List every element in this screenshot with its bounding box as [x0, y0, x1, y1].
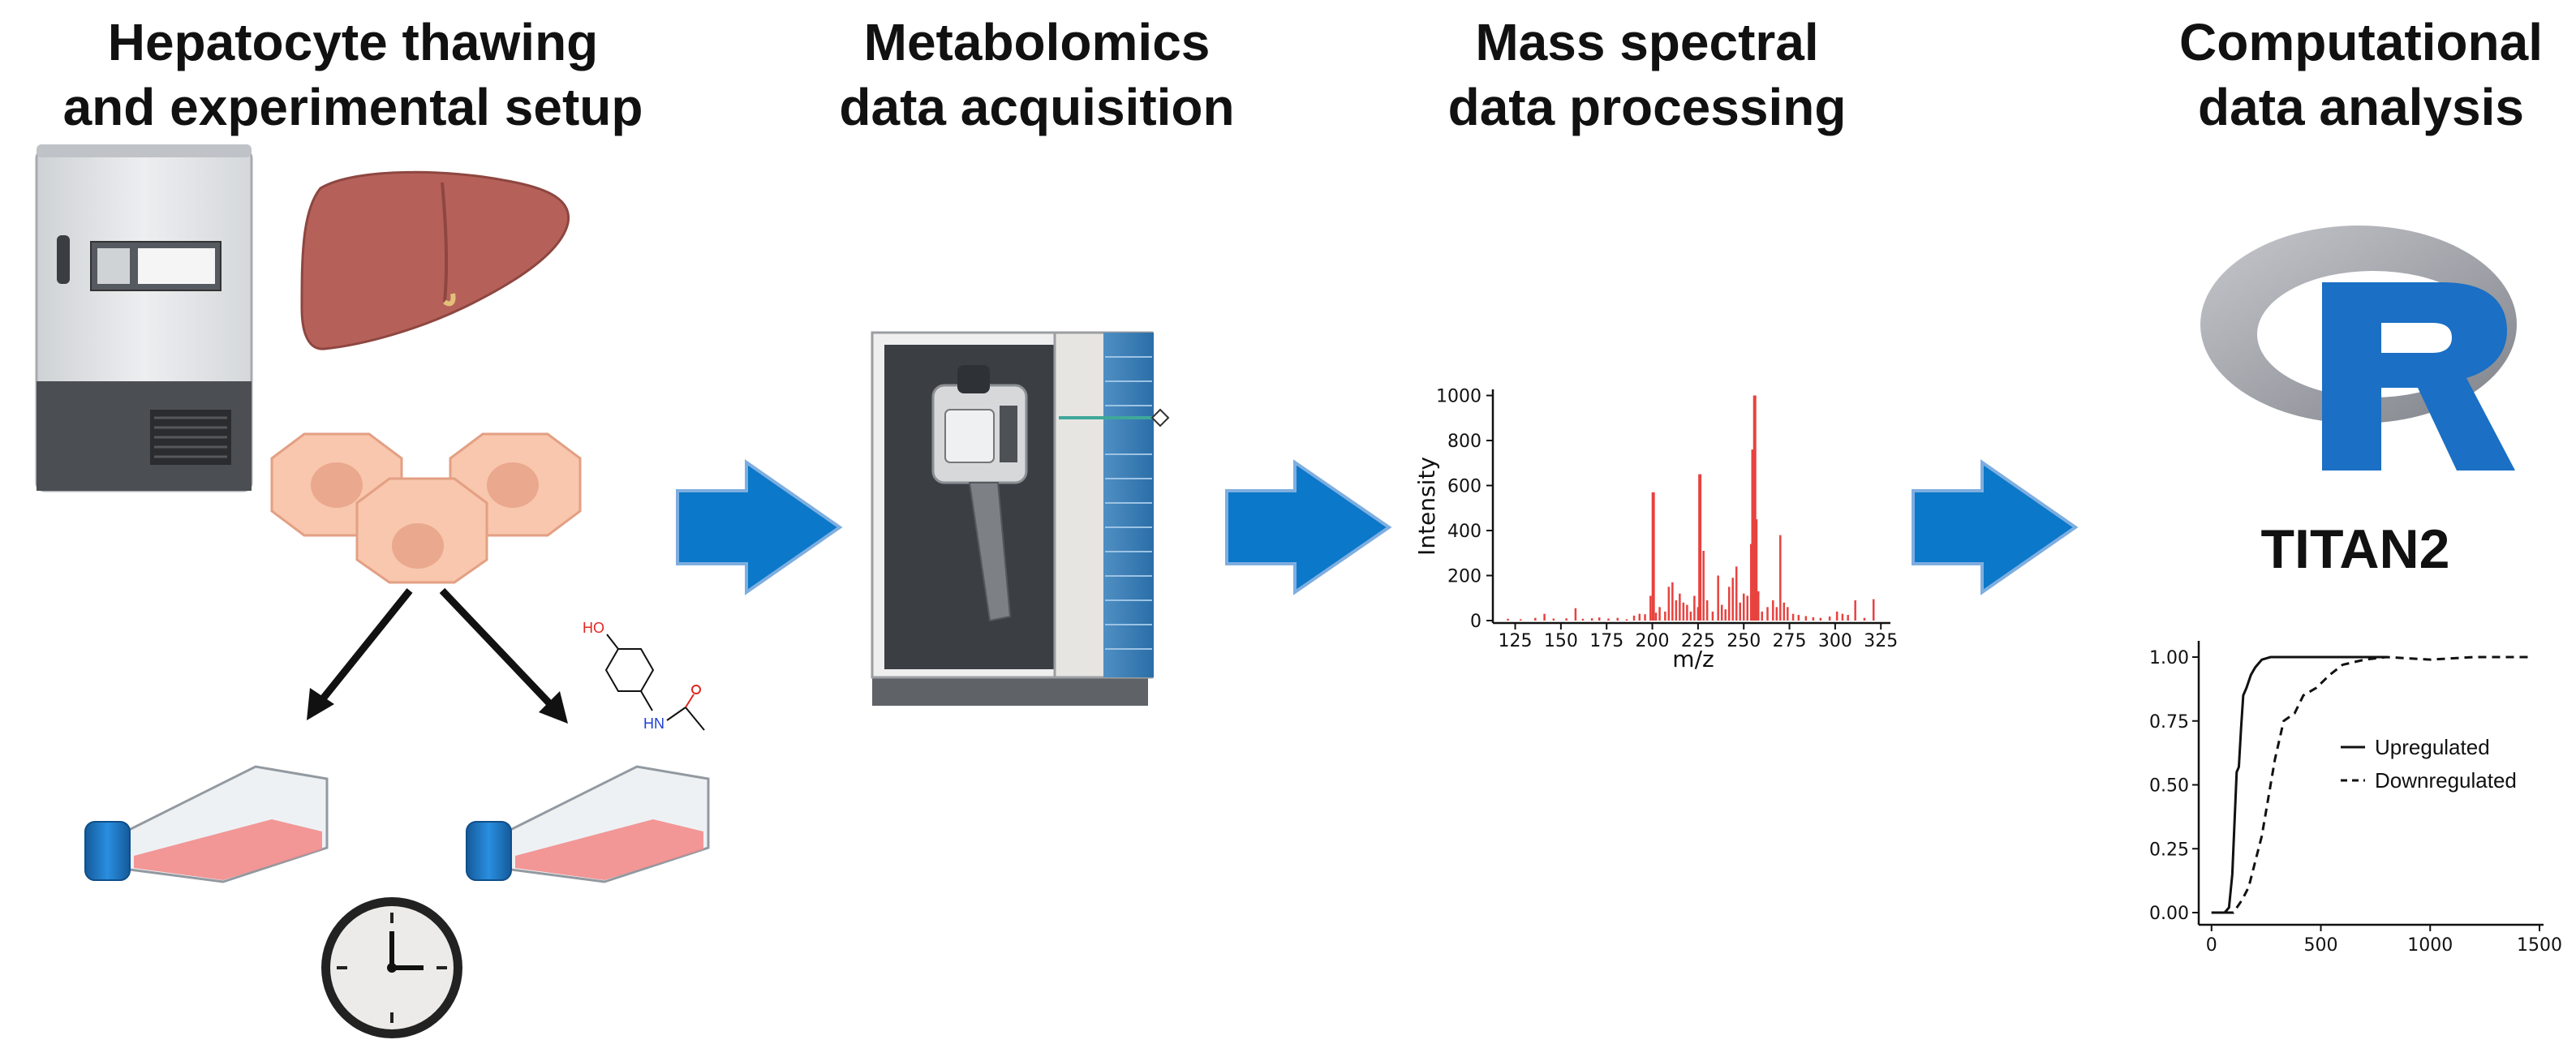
flask-icon-control — [84, 765, 329, 883]
cdf-y-ticks: 0.00 0.25 0.50 0.75 1.00 — [2149, 648, 2199, 924]
ms-x-tick-label: 125 — [1499, 631, 1533, 651]
ms-y-ticks: 0 200 400 600 800 1000 — [1436, 387, 1493, 632]
ms-x-tick-label: 225 — [1681, 631, 1715, 651]
process-arrow-2 — [1225, 459, 1392, 595]
cdf-x-ticks: 0 500 1000 1500 — [2206, 925, 2562, 956]
step4-title-line2: data analysis — [2198, 78, 2524, 136]
cdf-x-tick-label: 1000 — [2407, 935, 2453, 956]
ms-y-tick-label: 1000 — [1436, 387, 1482, 407]
treatment-split-arrows — [307, 587, 568, 724]
cdf-x-tick-label: 0 — [2206, 935, 2217, 956]
liver-icon — [300, 170, 570, 350]
ms-x-axis-label: m/z — [1672, 646, 1714, 672]
step3-title-line2: data processing — [1448, 78, 1847, 136]
cdf-line-downregulated — [2211, 655, 2529, 914]
r-logo-icon — [2200, 226, 2517, 470]
ms-y-tick-label: 600 — [1447, 477, 1482, 497]
legend-upregulated: Upregulated — [2375, 735, 2490, 759]
process-arrow-1 — [676, 459, 843, 595]
acetaminophen-structure-icon: HO HN — [583, 620, 705, 732]
process-arrow-3 — [1912, 459, 2079, 595]
clock-icon — [321, 897, 462, 1038]
cdf-y-tick-label: 0.50 — [2149, 776, 2189, 797]
ms-y-tick-label: 800 — [1447, 432, 1482, 452]
ms-x-tick-label: 150 — [1544, 631, 1578, 651]
cdf-legend: Upregulated Downregulated — [2341, 735, 2517, 793]
legend-downregulated: Downregulated — [2375, 768, 2517, 793]
hepatocyte-cells-icon — [270, 432, 582, 584]
cdf-x-tick-label: 1500 — [2517, 935, 2562, 956]
ms-y-tick-label: 200 — [1447, 567, 1482, 587]
ms-x-tick-label: 300 — [1818, 631, 1852, 651]
cdf-y-tick-label: 0.75 — [2149, 712, 2189, 733]
mass-spectrometer-icon — [871, 331, 1170, 706]
step-titles: Hepatocyte thawing and experimental setu… — [63, 13, 2543, 136]
freezer-icon — [35, 144, 253, 492]
cdf-y-tick-label: 0.25 — [2149, 840, 2189, 860]
cdf-x-tick-label: 500 — [2304, 935, 2338, 956]
ms-x-tick-label: 200 — [1636, 631, 1670, 651]
cdf-y-tick-label: 1.00 — [2149, 648, 2189, 668]
cumulative-distribution-chart: 0.00 0.25 0.50 0.75 1.00 0 500 1000 1500 Upregu… — [2149, 641, 2562, 956]
cdf-line-upregulated — [2211, 655, 2387, 914]
step1-title-line1: Hepatocyte thawing — [108, 13, 599, 71]
mass-spectrum-chart: 0 200 400 600 800 1000 125 150 175 200 225 250 275 3… — [1413, 387, 1898, 672]
amide-label: HN — [643, 715, 664, 732]
ms-y-tick-label: 0 — [1470, 612, 1482, 632]
ms-x-ticks: 125 150 175 200 225 250 275 300 325 — [1499, 623, 1898, 651]
spectrum-bars — [1507, 395, 1875, 621]
hydroxyl-label: HO — [583, 620, 604, 636]
flask-icon-treated — [466, 765, 710, 883]
step1-title-line2: and experimental setup — [63, 78, 643, 136]
ms-x-tick-label: 325 — [1864, 631, 1898, 651]
step2-title-line2: data acquisition — [839, 78, 1234, 136]
ms-x-tick-label: 250 — [1727, 631, 1761, 651]
cdf-series-lines — [2211, 655, 2529, 914]
step2-title-line1: Metabolomics — [864, 13, 1211, 71]
ms-y-tick-label: 400 — [1447, 522, 1482, 542]
cdf-y-tick-label: 0.00 — [2149, 904, 2189, 924]
step3-title-line1: Mass spectral — [1475, 13, 1818, 71]
ms-y-axis-label: Intensity — [1413, 457, 1440, 556]
ms-x-tick-label: 175 — [1589, 631, 1623, 651]
step4-title-line1: Computational — [2179, 13, 2543, 71]
ms-x-tick-label: 275 — [1773, 631, 1807, 651]
software-name-label: TITAN2 — [2261, 518, 2450, 580]
